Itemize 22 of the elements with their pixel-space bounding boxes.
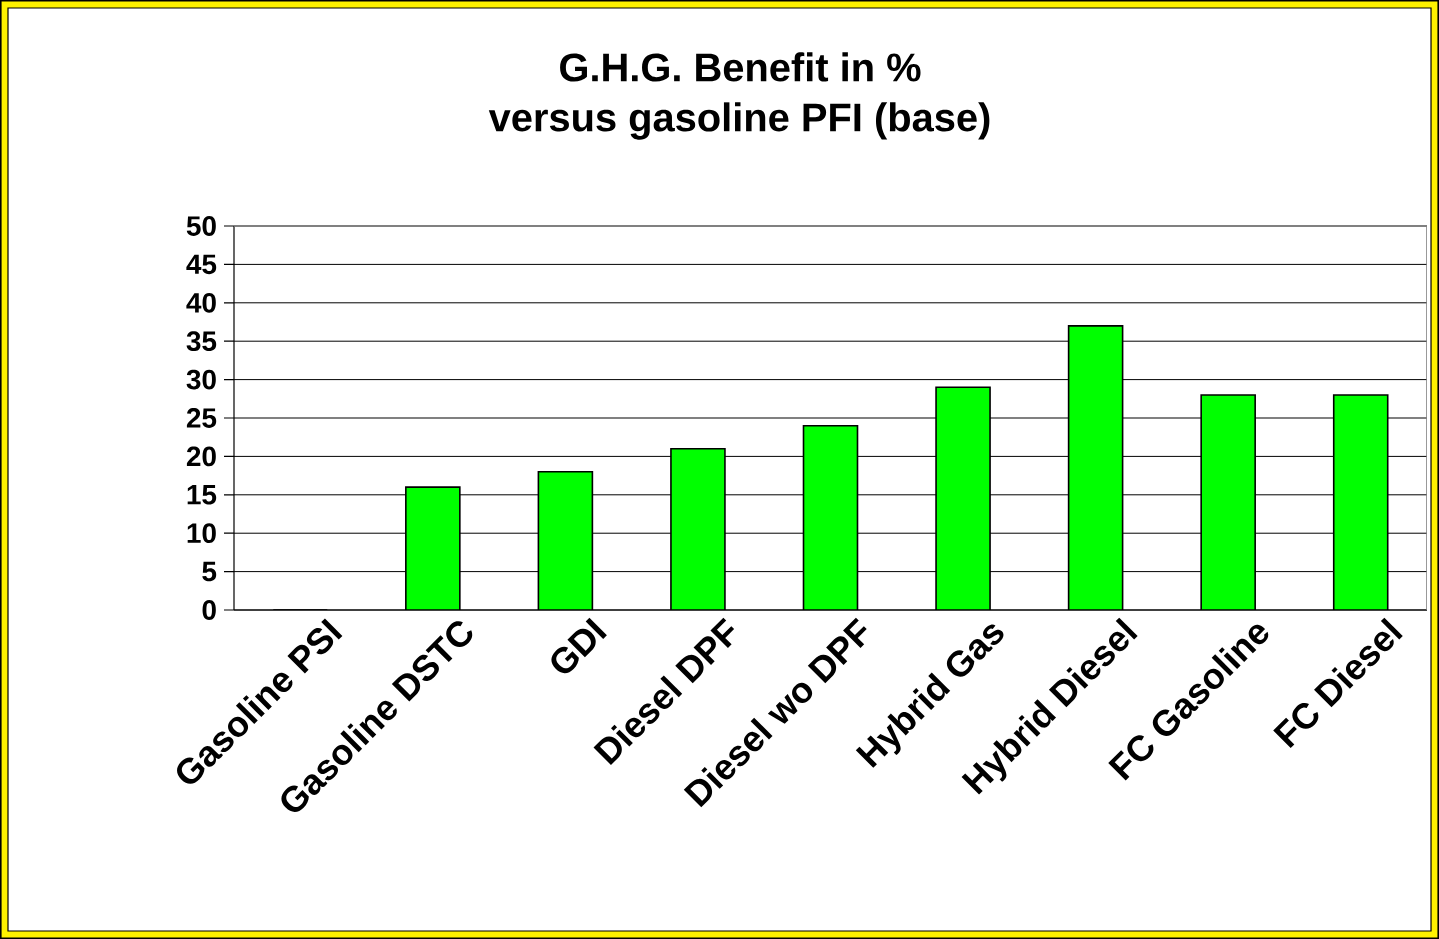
- chart-subtitle: versus gasoline PFI (base): [488, 102, 990, 140]
- y-tick-label: 0: [202, 600, 216, 620]
- bar: [802, 424, 859, 610]
- bar: [935, 386, 991, 610]
- y-tick-label: 15: [187, 485, 217, 505]
- y-tick-label: 25: [186, 408, 217, 428]
- bar: [1332, 394, 1389, 610]
- bar: [405, 486, 461, 610]
- bar: [537, 470, 594, 610]
- y-tick-label: 5: [202, 561, 217, 582]
- y-tick-label: 30: [186, 369, 216, 390]
- chart-title: G.H.G. Benefit in %: [560, 52, 921, 82]
- y-tick-label: 10: [187, 523, 216, 544]
- y-tick-label: 45: [186, 254, 217, 275]
- y-tick-label: 35: [186, 331, 217, 352]
- y-tick-label: 20: [186, 446, 216, 467]
- x-tick-label: GDI: [551, 617, 607, 674]
- y-tick-label: 40: [186, 292, 216, 313]
- bar: [670, 447, 726, 610]
- bar: [1067, 325, 1124, 610]
- y-tick-label: 50: [186, 216, 216, 236]
- bar: [1200, 394, 1256, 610]
